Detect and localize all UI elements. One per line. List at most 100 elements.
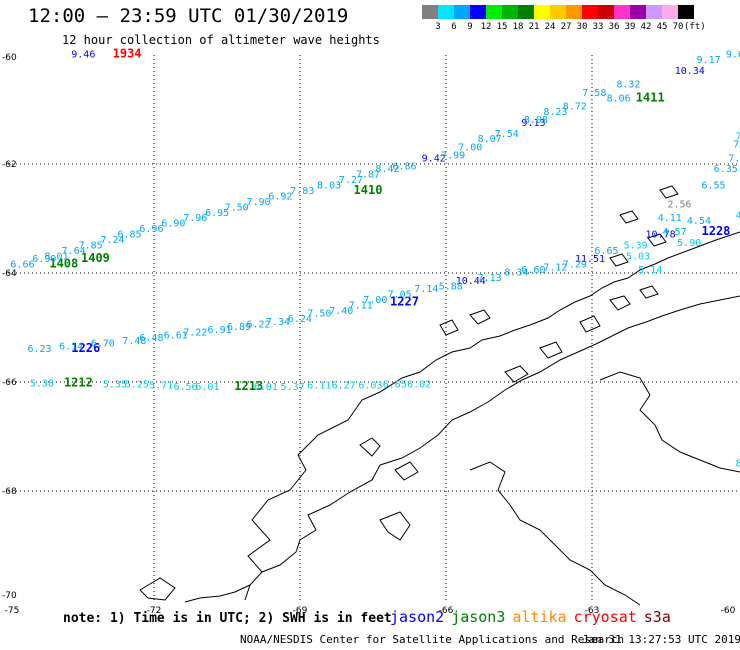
color-scale-label: 18 (512, 22, 524, 32)
color-scale-label: 33 (592, 22, 604, 32)
swh-value: 5.38 (30, 378, 54, 389)
map-axes: -75 -72 -69 -66 -63 -60 -60 -62 -64 -66 -68 -70 (2, 53, 736, 616)
swh-value: 8.07 (478, 134, 502, 145)
satellite-legend: jason2 jason3 altika cryosat s3a (390, 608, 678, 626)
altimeter-tracks: 10.78 10.44 11.51 9.13 10.34 9.42 9.46 1226 1227… (10, 47, 740, 470)
color-scale-label: 21 (528, 22, 540, 32)
swh-value: 4.3 (736, 211, 740, 222)
swh-value: 8.08 (524, 115, 548, 126)
swh-value: 7.48 (122, 336, 146, 347)
swh-value: 7.14 (414, 284, 438, 295)
swh-value: 7. (736, 131, 740, 142)
swh-value: 5.25 (125, 379, 149, 390)
color-scale-label: 70 (672, 22, 684, 32)
pass-time: 1227 (390, 295, 419, 309)
swh-value: 7.54 (495, 129, 519, 140)
pass-time: 1408 (49, 257, 78, 271)
legend-item-cryosat: cryosat (573, 608, 637, 626)
color-scale-label: 27 (560, 22, 572, 32)
color-scale-swatch (486, 5, 502, 19)
color-scale-label: 15 (496, 22, 508, 32)
swh-value: 11.51 (575, 254, 605, 265)
swh-value: 6.66 (10, 260, 34, 271)
swh-value: 7.34 (266, 317, 290, 328)
color-scale-swatch (598, 5, 614, 19)
lon-tick-label: -66 (439, 606, 454, 616)
swh-value: 9.46 (71, 50, 95, 61)
swh-value: 8.23 (543, 107, 567, 118)
swh-value: 5.35 (103, 379, 127, 390)
swh-value: 7.50 (225, 202, 249, 213)
swh-value: 10.78 (646, 230, 676, 241)
color-scale-unit: (ft) (684, 22, 706, 32)
swh-value: 6.27 (332, 381, 356, 392)
swh-value: 6.55 (702, 181, 726, 192)
swh-value: 7.96 (183, 213, 207, 224)
swh-value: 7.50 (307, 309, 331, 320)
lat-tick-label: -64 (2, 269, 17, 279)
swh-value: 7.27 (339, 175, 363, 186)
pass-time: 1409 (81, 251, 110, 265)
page-title: 12:00 — 23:59 UTC 01/30/2019 (28, 5, 349, 27)
swh-value: 7.08 (728, 153, 740, 164)
color-scale-swatch (662, 5, 678, 19)
pass-time: 1410 (354, 183, 383, 197)
swh-value: 8.72 (563, 102, 587, 113)
lon-tick-label: -75 (5, 606, 20, 616)
swh-value: 6.65 (383, 379, 407, 390)
swh-value: 5.71 (149, 381, 173, 392)
color-scale-label: 30 (576, 22, 588, 32)
footer-timestamp: Jan 31 13:27:53 UTC 2019 (582, 633, 740, 646)
swh-value: 6.03 (358, 381, 382, 392)
color-scale-swatch (582, 5, 598, 19)
swh-value: 6.89 (227, 322, 251, 333)
swh-value: 8.06 (607, 93, 631, 104)
swh-value: 6.85 (118, 230, 142, 241)
swh-value: 4.57 (663, 227, 687, 238)
swh-value: 7.40 (329, 306, 353, 317)
swh-value: 5.03 (626, 251, 650, 262)
swh-value: 7.58 (582, 88, 606, 99)
swh-value: 6.99 (32, 254, 56, 265)
swh-value: 4.11 (658, 213, 682, 224)
swh-value: 9.13 (521, 118, 545, 129)
swh-value: 7.11 (349, 300, 373, 311)
swh-value: 7.05 (388, 290, 412, 301)
color-scale-swatch (422, 5, 438, 19)
swh-value: 8.01 (45, 251, 69, 262)
graticule (8, 55, 738, 600)
pass-time: 1226 (71, 341, 100, 355)
swh-value: 6.70 (91, 339, 115, 350)
swh-value: 10.34 (675, 66, 705, 77)
swh-value: 6.65 (594, 246, 618, 257)
lon-tick-label: -72 (147, 606, 162, 616)
color-scale-swatch (566, 5, 582, 19)
swh-value: 7.00 (458, 142, 482, 153)
swh-value: 7.85 (79, 240, 103, 251)
pass-time: 1212 (64, 375, 93, 389)
swh-value: 8 (736, 458, 740, 469)
color-scale-swatch (470, 5, 486, 19)
swh-value: 6.23 (27, 344, 51, 355)
color-scale-label: 45 (656, 22, 668, 32)
color-scale-swatch (454, 5, 470, 19)
coastline (139, 185, 740, 606)
swh-value: 6.60 (521, 265, 545, 276)
swh-value: 6.86 (392, 161, 416, 172)
swh-value: 6.96 (139, 224, 163, 235)
swh-value: 7.00 (363, 295, 387, 306)
swh-value: 5.90 (677, 238, 701, 249)
swh-value: 6.24 (288, 314, 312, 325)
swh-value: 7.90 (246, 197, 270, 208)
swh-value: 7.87 (356, 170, 380, 181)
color-scale-swatch (534, 5, 550, 19)
swh-value: 6.61 (164, 330, 188, 341)
color-scale-label: 24 (544, 22, 556, 32)
swh-value: 5.14 (638, 265, 662, 276)
color-scale-label: 6 (451, 22, 457, 32)
swh-value: 9.42 (422, 153, 446, 164)
swh-value: 7.64 (62, 246, 86, 257)
color-scale-label: 36 (608, 22, 620, 32)
swh-value: 6.90 (161, 219, 185, 230)
footer-note: note: 1) Time is in UTC; 2) SWH is in fe… (63, 611, 392, 626)
